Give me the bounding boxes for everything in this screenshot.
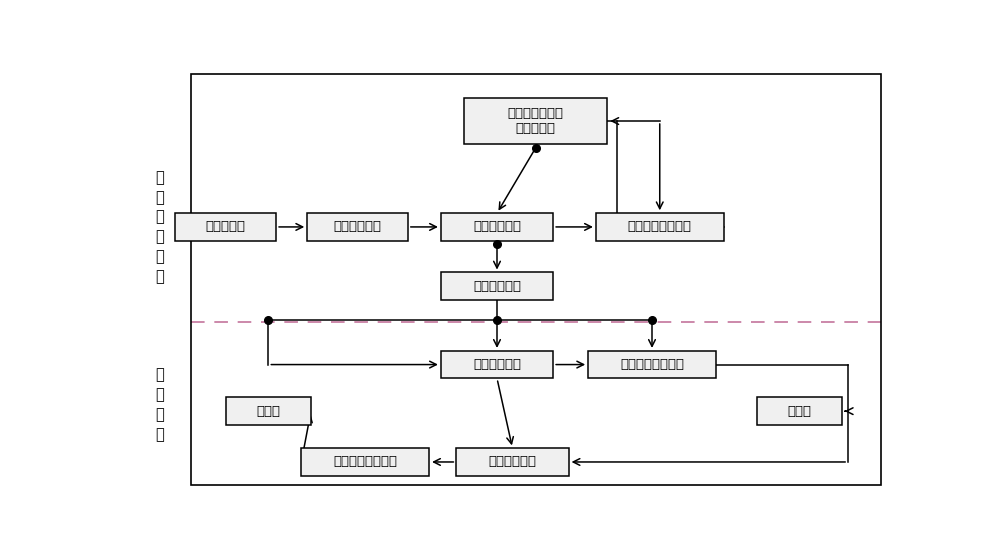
Bar: [588, 351, 716, 378]
Bar: [226, 398, 311, 425]
Text: 网络拓扑和资源
信息数据库: 网络拓扑和资源 信息数据库: [508, 107, 564, 135]
Text: 控
制
管
理
平
面: 控 制 管 理 平 面: [156, 170, 164, 284]
Text: 业务数据同步模块: 业务数据同步模块: [333, 455, 397, 469]
Text: 业务数据同步模块: 业务数据同步模块: [620, 358, 684, 371]
Text: 路由计算模块: 路由计算模块: [473, 221, 521, 233]
Bar: [191, 74, 881, 485]
Text: 业务分析模块: 业务分析模块: [334, 221, 382, 233]
Text: 新业务请求: 新业务请求: [206, 221, 246, 233]
Bar: [596, 213, 724, 241]
Text: 建立正向光路: 建立正向光路: [473, 358, 521, 371]
Text: 源节点: 源节点: [256, 405, 280, 417]
Text: 建立反向光路: 建立反向光路: [488, 455, 536, 469]
Bar: [441, 213, 553, 241]
Text: 频谱资源分配模块: 频谱资源分配模块: [628, 221, 692, 233]
Bar: [757, 398, 842, 425]
Bar: [301, 448, 429, 476]
Bar: [307, 213, 408, 241]
Bar: [464, 98, 607, 144]
Text: 宿节点: 宿节点: [787, 405, 811, 417]
Bar: [441, 351, 553, 378]
Bar: [441, 272, 553, 300]
Bar: [456, 448, 569, 476]
Bar: [175, 213, 276, 241]
Text: 数
据
平
面: 数 据 平 面: [156, 367, 164, 442]
Text: 业务管理模块: 业务管理模块: [473, 280, 521, 293]
